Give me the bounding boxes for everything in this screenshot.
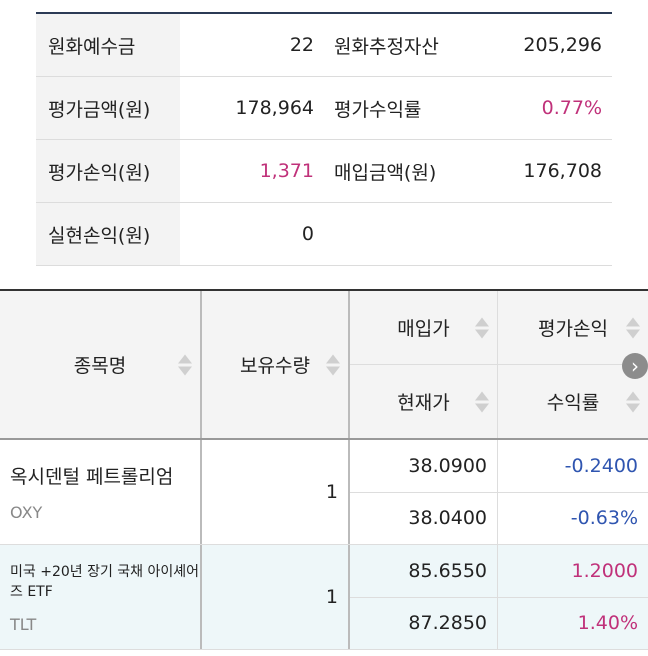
table-row[interactable]: 미국 +20년 장기 국채 아이셰어즈 ETF TLT 1 85.6550 87…: [0, 545, 648, 650]
summary-label: 원화예수금: [36, 14, 180, 76]
summary-value: 205,296: [523, 34, 602, 56]
profit-cell: -0.2400 -0.63%: [498, 440, 648, 544]
header-profit: 평가손익 수익률: [498, 291, 648, 438]
price-cell: 85.6550 87.2850: [350, 545, 498, 649]
stock-name-cell[interactable]: 옥시덴털 페트롤리엄 OXY: [0, 440, 202, 544]
table-header: 종목명 보유수량 매입가 현재가 평가손익 수익률: [0, 291, 648, 440]
header-label: 현재가: [397, 392, 450, 414]
sort-arrows-icon[interactable]: [178, 354, 192, 375]
summary-value: 22: [289, 34, 314, 56]
holdings-table: 종목명 보유수량 매입가 현재가 평가손익 수익률: [0, 289, 648, 650]
profit-loss: 1.2000: [498, 545, 648, 598]
header-label: 보유수량: [240, 355, 310, 377]
summary-row: 평가손익(원) 1,371 매입금액(원) 176,708: [36, 140, 612, 203]
buy-price: 85.6550: [350, 545, 497, 598]
header-pl[interactable]: 평가손익: [498, 291, 648, 365]
buy-price: 38.0900: [350, 440, 497, 493]
profit-loss: -0.2400: [498, 440, 648, 493]
header-current-price[interactable]: 현재가: [350, 365, 497, 438]
summary-row: 평가금액(원) 178,964 평가수익률 0.77%: [36, 77, 612, 140]
sort-arrows-icon[interactable]: [475, 317, 489, 338]
summary-value: 0.77%: [541, 97, 602, 119]
current-price: 38.0400: [408, 507, 487, 530]
chevron-right-icon[interactable]: ›: [622, 353, 648, 379]
header-return[interactable]: 수익률: [498, 365, 648, 438]
summary-label: 매입금액(원): [324, 140, 468, 202]
summary-value: 0: [301, 223, 314, 245]
account-summary: 원화예수금 22 원화추정자산 205,296 평가금액(원) 178,964 …: [36, 12, 612, 266]
summary-value: 176,708: [523, 160, 602, 182]
header-label: 수익률: [546, 392, 600, 414]
header-qty[interactable]: 보유수량: [202, 291, 350, 438]
summary-label: 실현손익(원): [36, 203, 180, 265]
header-name[interactable]: 종목명: [0, 291, 202, 438]
current-price: 87.2850: [408, 612, 487, 635]
return-rate: -0.63%: [570, 507, 638, 530]
header-label: 매입가: [397, 318, 450, 340]
header-label: 평가손익: [538, 318, 608, 340]
stock-code: TLT: [10, 614, 37, 634]
return-rate: 1.40%: [577, 612, 638, 635]
qty-cell: 1: [202, 440, 350, 544]
summary-value: 1,371: [259, 160, 314, 182]
price-cell: 38.0900 38.0400: [350, 440, 498, 544]
summary-value: 178,964: [235, 97, 314, 119]
table-row[interactable]: 옥시덴털 페트롤리엄 OXY 1 38.0900 38.0400 -0.2400…: [0, 440, 648, 545]
profit-cell: 1.2000 1.40%: [498, 545, 648, 649]
stock-name: 미국 +20년 장기 국채 아이셰어즈 ETF: [10, 563, 200, 600]
header-label: 종목명: [73, 355, 127, 377]
sort-arrows-icon[interactable]: [475, 391, 489, 412]
header-buy-price[interactable]: 매입가: [350, 291, 497, 365]
summary-label: 평가금액(원): [36, 77, 180, 139]
stock-name: 옥시덴털 페트롤리엄: [10, 466, 174, 488]
summary-label: 평가수익률: [324, 77, 468, 139]
summary-label: [324, 203, 468, 265]
qty-cell: 1: [202, 545, 350, 649]
summary-label: 원화추정자산: [324, 14, 468, 76]
sort-arrows-icon[interactable]: [626, 317, 640, 338]
stock-code: OXY: [10, 503, 43, 522]
summary-value: [468, 203, 612, 265]
summary-row: 원화예수금 22 원화추정자산 205,296: [36, 14, 612, 77]
header-prices: 매입가 현재가: [350, 291, 498, 438]
sort-arrows-icon[interactable]: [326, 354, 340, 375]
summary-label: 평가손익(원): [36, 140, 180, 202]
sort-arrows-icon[interactable]: [626, 391, 640, 412]
summary-row: 실현손익(원) 0: [36, 203, 612, 266]
stock-name-cell[interactable]: 미국 +20년 장기 국채 아이셰어즈 ETF TLT: [0, 545, 202, 649]
